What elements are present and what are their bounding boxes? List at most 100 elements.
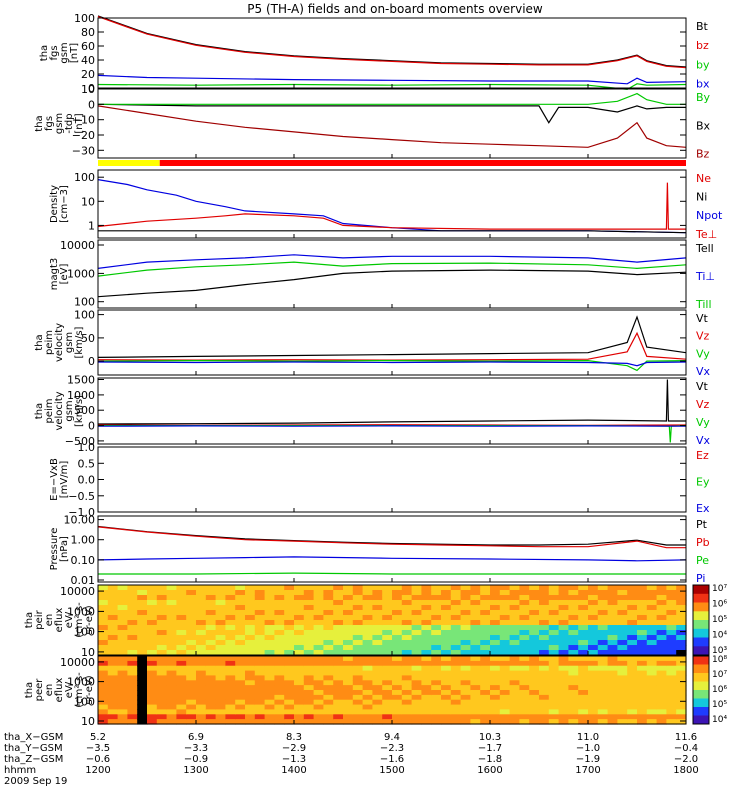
spectrogram-cell (108, 635, 118, 641)
spectrogram-cell (431, 671, 441, 677)
spectrogram-cell (167, 700, 177, 706)
spectrogram-cell (490, 615, 500, 621)
spectrogram-cell (617, 675, 627, 681)
spectrogram-cell (118, 700, 128, 706)
spectrogram-cell (568, 585, 578, 591)
spectrogram-cell (392, 705, 402, 711)
spectrogram-cell (157, 700, 167, 706)
spectrogram-cell (147, 590, 157, 596)
spectrogram-cell (539, 680, 549, 686)
spectrogram-cell (461, 625, 471, 631)
panel-frame (98, 89, 686, 158)
spectrogram-cell (510, 645, 520, 651)
spectrogram-cell (323, 675, 333, 681)
spectrogram-cell (323, 585, 333, 591)
spectrogram-cell (412, 656, 422, 662)
spectrogram-cell (225, 705, 235, 711)
legend-bz: bz (696, 39, 709, 52)
spectrogram-cell (402, 661, 412, 667)
spectrogram-cell (441, 675, 451, 681)
spectrogram-cell (617, 595, 627, 601)
spectrogram-cell (657, 680, 667, 686)
spectrogram-cell (157, 640, 167, 646)
spectrogram-cell (206, 590, 216, 596)
spectrogram-cell (627, 656, 637, 662)
spectrogram-cell (627, 645, 637, 651)
spectrogram-cell (588, 600, 598, 606)
spectrogram-cell (490, 620, 500, 626)
spectrogram-cell (676, 695, 686, 701)
spectrogram-cell (118, 656, 128, 662)
spectrogram-cell (421, 700, 431, 706)
spectrogram-cell (372, 705, 382, 711)
spectrogram-cell (666, 709, 676, 715)
spectrogram-cell (578, 620, 588, 626)
spectrogram-cell (441, 666, 451, 672)
spectrogram-cell (196, 656, 206, 662)
spectrogram-cell (304, 640, 314, 646)
spectrogram-cell (323, 625, 333, 631)
spectrogram-cell (519, 585, 529, 591)
series-Npot (98, 180, 686, 233)
spectrogram-cell (333, 635, 343, 641)
spectrogram-cell (421, 610, 431, 616)
spectrogram-cell (137, 666, 147, 672)
spectrogram-cell (470, 600, 480, 606)
spectrogram-cell (363, 695, 373, 701)
spectrogram-cell (637, 685, 647, 691)
spectrogram-cell (294, 610, 304, 616)
spectrogram-cell (539, 640, 549, 646)
spectrogram-cell (598, 700, 608, 706)
y-tick-label: 10000 (60, 239, 95, 252)
spectrogram-cell (598, 685, 608, 691)
spectrogram-cell (559, 615, 569, 621)
spectrogram-cell (265, 666, 275, 672)
spectrogram-cell (235, 685, 245, 691)
spectrogram-cell (588, 620, 598, 626)
spectrogram-cell (578, 680, 588, 686)
spectrogram-cell (451, 671, 461, 677)
spectrogram-cell (176, 671, 186, 677)
spectrogram-cells (98, 585, 687, 656)
spectrogram-cell (314, 671, 324, 677)
spectrogram-cell (127, 625, 137, 631)
spectrogram-cell (627, 590, 637, 596)
spectrogram-cell (402, 690, 412, 696)
spectrogram-cell (294, 635, 304, 641)
spectrogram-cell (666, 656, 676, 662)
y-tick-label: 100 (74, 12, 95, 25)
spectrogram-cell (372, 625, 382, 631)
spectrogram-cell (666, 585, 676, 591)
spectrogram-cell (441, 671, 451, 677)
spectrogram-cell (451, 635, 461, 641)
spectrogram-cell (216, 605, 226, 611)
spectrogram-cell (500, 661, 510, 667)
spectrogram-cell (137, 675, 147, 681)
legend-Pb: Pb (696, 536, 710, 549)
spectrogram-cell (147, 600, 157, 606)
spectrogram-cell (147, 666, 157, 672)
spectrogram-cell (206, 625, 216, 631)
spectrogram-cell (196, 705, 206, 711)
spectrogram-cell (294, 690, 304, 696)
spectrogram-cell (333, 640, 343, 646)
spectrogram-cell (157, 671, 167, 677)
spectrogram-cell (617, 714, 627, 720)
spectrogram-cell (216, 690, 226, 696)
y-tick-label: 20 (81, 68, 95, 81)
spectrogram-cell (284, 675, 294, 681)
spectrogram-cell (98, 714, 108, 720)
spectrogram-cell (363, 600, 373, 606)
spectrogram-cell (343, 680, 353, 686)
spectrogram-cell (274, 610, 284, 616)
spectrogram-cell (431, 685, 441, 691)
spectrogram-cell (343, 645, 353, 651)
status-bar-red (160, 160, 686, 166)
spectrogram-cell (461, 640, 471, 646)
spectrogram-cell (294, 709, 304, 715)
spectrogram-cell (392, 605, 402, 611)
spectrogram-cell (451, 666, 461, 672)
spectrogram-cell (206, 656, 216, 662)
spectrogram-cell (274, 595, 284, 601)
